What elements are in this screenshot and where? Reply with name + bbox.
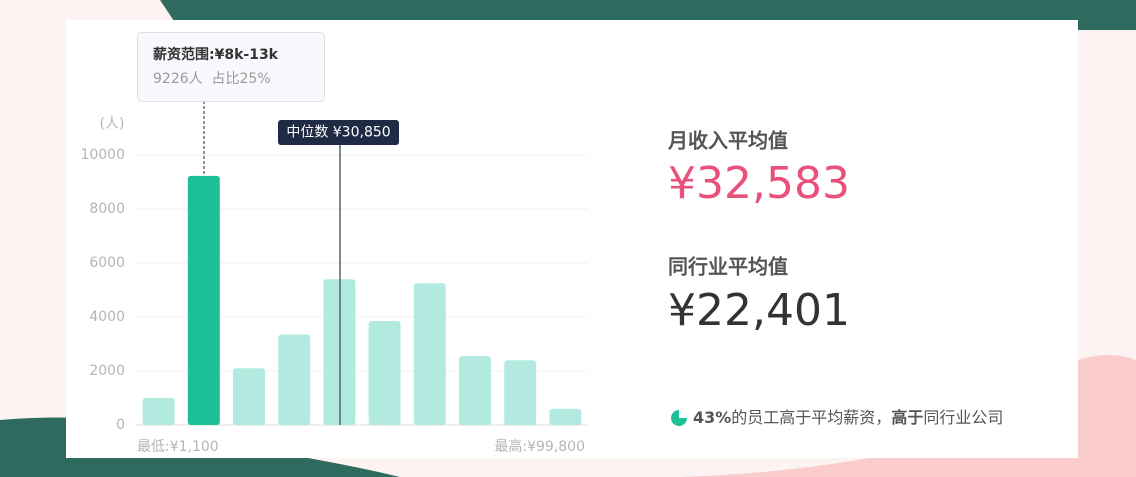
tooltip-text: 9226人 占比25% — [153, 71, 271, 87]
bar — [368, 321, 401, 425]
y-tick-label: 4000 — [89, 309, 125, 325]
y-tick-label: 6000 — [89, 255, 125, 271]
bar — [549, 408, 582, 425]
tooltip: 薪资范围:¥8k-13k 9226人 占比25% — [137, 32, 325, 425]
note-tail: 同行业公司 — [923, 408, 1003, 427]
industry-title: 同行业平均值 — [668, 255, 788, 279]
industry-value: ¥22,401 — [668, 285, 850, 336]
note: 43%的员工高于平均薪资，高于同行业公司 — [693, 408, 1003, 427]
min-label: 最低:¥1,100 — [137, 439, 219, 455]
pie-icon-slice — [679, 410, 687, 418]
note-text: 的员工高于平均薪资， — [731, 408, 891, 427]
median-label: 中位数 ¥30,850 — [286, 125, 390, 141]
y-tick-label: 2000 — [89, 363, 125, 379]
bar — [187, 175, 220, 425]
note-percent: 43% — [693, 408, 731, 427]
bar — [459, 356, 491, 425]
max-label: 最高:¥99,800 — [494, 438, 585, 455]
y-unit: (人) — [100, 116, 125, 132]
y-tick-label: 10000 — [80, 147, 125, 163]
tooltip-title: 薪资范围:¥8k-13k — [153, 46, 279, 63]
y-tick-label: 0 — [116, 417, 125, 433]
avg-title: 月收入平均值 — [667, 129, 788, 153]
bar — [504, 360, 537, 425]
y-tick-label: 8000 — [89, 201, 125, 217]
note-emphasis: 高于 — [891, 408, 923, 427]
bar — [142, 398, 175, 425]
pie-icon — [671, 410, 687, 426]
bar — [278, 334, 311, 425]
median-box — [278, 120, 399, 145]
bar — [413, 283, 446, 425]
bar — [233, 368, 265, 425]
avg-value: ¥32,583 — [668, 158, 850, 209]
tooltip-box — [137, 32, 325, 102]
